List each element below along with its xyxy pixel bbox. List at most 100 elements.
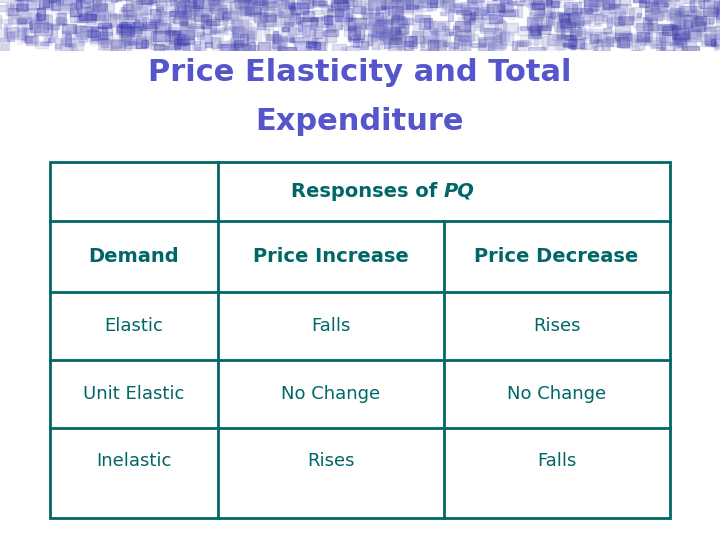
Bar	[268, 46, 275, 50]
Bar	[140, 0, 152, 4]
Bar	[627, 32, 634, 41]
Bar	[621, 40, 626, 44]
Bar	[394, 29, 399, 43]
Bar	[152, 23, 166, 29]
Bar	[76, 0, 90, 2]
Bar	[645, 33, 652, 42]
Bar	[76, 0, 81, 9]
Bar	[198, 5, 213, 14]
Bar	[670, 8, 684, 20]
Bar	[442, 0, 455, 8]
Bar	[503, 23, 518, 32]
Bar	[492, 32, 505, 41]
Bar	[670, 43, 687, 46]
Bar	[709, 18, 714, 24]
Bar	[620, 44, 632, 48]
Bar	[546, 0, 557, 8]
Bar	[219, 40, 236, 53]
Bar	[258, 42, 270, 53]
Bar	[85, 7, 94, 19]
Bar	[277, 37, 286, 44]
Bar	[282, 24, 288, 31]
Bar	[151, 20, 166, 25]
Bar	[124, 32, 142, 37]
Bar	[479, 10, 490, 14]
Bar	[263, 26, 269, 37]
Bar	[623, 31, 629, 37]
Bar	[288, 0, 294, 8]
Bar	[536, 23, 549, 28]
Bar	[237, 22, 251, 33]
Bar	[120, 32, 130, 44]
Bar	[412, 8, 422, 21]
Bar	[552, 12, 560, 19]
Bar	[60, 9, 69, 14]
Bar	[169, 40, 182, 44]
Bar	[526, 3, 535, 8]
Bar	[176, 34, 185, 45]
Bar	[459, 29, 474, 40]
Bar	[607, 18, 612, 26]
Bar	[281, 0, 287, 3]
Bar	[705, 37, 714, 40]
Bar	[259, 8, 265, 17]
Bar	[153, 31, 171, 41]
Bar	[565, 21, 582, 24]
Bar	[230, 38, 239, 43]
Bar	[369, 0, 379, 2]
Bar	[577, 27, 581, 36]
Bar	[50, 0, 56, 2]
Bar	[639, 0, 649, 7]
Bar	[331, 1, 348, 10]
Bar	[682, 31, 690, 42]
Bar	[649, 40, 662, 48]
Bar	[27, 4, 40, 9]
Bar	[204, 42, 212, 47]
Bar	[156, 5, 163, 12]
Bar	[408, 0, 426, 6]
Bar	[19, 38, 31, 42]
Bar	[168, 24, 186, 37]
Bar	[298, 17, 303, 21]
Bar	[508, 1, 523, 5]
Bar	[35, 14, 48, 23]
Bar	[328, 5, 332, 11]
Bar	[584, 0, 601, 6]
Bar	[71, 38, 84, 50]
Bar	[549, 12, 555, 18]
Bar	[132, 23, 142, 33]
Bar	[235, 45, 251, 49]
Bar	[306, 38, 318, 43]
Bar	[312, 38, 315, 44]
Bar	[208, 3, 220, 15]
Bar	[619, 0, 630, 5]
Bar	[234, 40, 243, 47]
Bar	[600, 4, 615, 16]
Bar	[74, 14, 92, 22]
Bar	[18, 17, 30, 23]
Bar	[110, 14, 116, 26]
Bar	[274, 9, 281, 15]
Bar	[375, 17, 392, 24]
Bar	[354, 39, 364, 42]
Bar	[356, 35, 367, 48]
Bar	[716, 17, 720, 28]
Bar	[81, 7, 97, 14]
Bar	[400, 24, 408, 35]
Text: Rises: Rises	[307, 453, 354, 470]
Bar	[391, 0, 397, 5]
Bar	[691, 10, 699, 19]
Bar	[616, 8, 624, 15]
Bar	[179, 16, 188, 25]
Bar	[363, 13, 374, 20]
Bar	[245, 2, 260, 14]
Bar	[670, 16, 683, 28]
Bar	[536, 4, 551, 17]
Bar	[426, 3, 436, 10]
Bar	[143, 17, 146, 28]
Bar	[58, 0, 63, 3]
Bar	[395, 1, 413, 12]
Bar	[507, 1, 516, 4]
Text: Falls: Falls	[311, 317, 350, 335]
Bar	[603, 33, 611, 45]
